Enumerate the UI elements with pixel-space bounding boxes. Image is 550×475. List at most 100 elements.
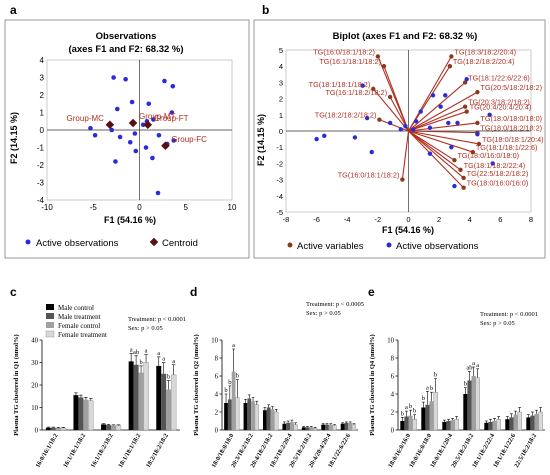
legend-c-male-control-swatch xyxy=(46,304,54,310)
bar xyxy=(530,415,535,430)
panel-a-subtitle: (axes F1 and F2: 68.32 %) xyxy=(68,44,183,55)
legend-c: Male control Male treatment Female contr… xyxy=(45,304,107,339)
y-tick-label: -4 xyxy=(37,196,45,205)
legend-c-male-treatment: Male treatment xyxy=(58,313,101,321)
observation-point xyxy=(123,76,128,82)
observation-point xyxy=(487,112,492,118)
bar xyxy=(446,421,451,430)
y-tick-label: 4 xyxy=(391,392,395,399)
observation-point xyxy=(438,104,443,109)
variable-label: TG(18:2/18:2/18:2) xyxy=(315,111,377,120)
observation-point xyxy=(322,133,327,139)
variable-vector xyxy=(408,56,452,132)
x-tick-label: 2 xyxy=(437,215,441,224)
variable-vector xyxy=(408,130,473,153)
x-tick-label: 6 xyxy=(498,215,502,224)
variable-point xyxy=(387,94,393,100)
variable-vector xyxy=(408,122,478,132)
y-tick-label: 8 xyxy=(391,356,395,363)
bar xyxy=(325,424,329,430)
variable-label: TG(18:0/18:0/18:0) xyxy=(480,114,542,123)
variable-point xyxy=(461,185,466,190)
x-tick-label: 16:1/18:1/18:2 xyxy=(62,433,87,470)
bar xyxy=(247,398,252,430)
variable-label: TG(20:3/18:2/18:2) xyxy=(468,98,530,107)
y-tick-label: 10 xyxy=(31,405,38,412)
observation-point xyxy=(464,76,469,82)
variable-label: TG(20:5/18:2/18:2) xyxy=(480,83,542,92)
variable-vector xyxy=(408,130,461,171)
bar xyxy=(73,395,79,430)
significance-letter: ab xyxy=(466,365,472,372)
variable-label: TG(22:5/18:2/18:2) xyxy=(467,169,529,178)
panel-a-frame xyxy=(4,19,250,259)
bar xyxy=(128,361,134,430)
bar xyxy=(55,427,61,430)
bar xyxy=(224,403,228,430)
variable-point xyxy=(371,86,376,92)
observation-point xyxy=(360,83,365,88)
y-tick-label: 1 xyxy=(40,109,45,118)
bar xyxy=(290,421,294,430)
bar xyxy=(505,419,510,430)
observation-point xyxy=(169,110,175,115)
observation-point xyxy=(387,120,393,126)
y-tick-label: 10 xyxy=(387,338,394,345)
y-tick-label: 4 xyxy=(40,56,45,65)
bar xyxy=(429,401,434,430)
bar xyxy=(538,411,543,431)
y-tick-label: 40 xyxy=(31,338,38,345)
variable-point xyxy=(475,89,480,95)
variable-vector xyxy=(408,130,464,179)
significance-letter: b xyxy=(422,395,425,402)
x-tick-label: 0 xyxy=(406,215,410,224)
observation-point xyxy=(111,75,116,80)
variable-point xyxy=(475,120,480,126)
bar xyxy=(412,419,417,431)
x-tick-label: -2 xyxy=(375,215,382,224)
bar xyxy=(340,423,345,430)
variable-point xyxy=(400,177,405,182)
bar xyxy=(496,419,501,431)
y-tick-label: 2 xyxy=(40,91,45,100)
variable-label: TG(18:2/18:2/20:4) xyxy=(453,57,515,66)
bar xyxy=(344,422,349,430)
bar xyxy=(262,410,267,430)
bar xyxy=(400,421,405,430)
y-tick-label: -2 xyxy=(276,159,283,168)
bar xyxy=(282,423,287,430)
y-tick-label: 4 xyxy=(279,62,283,71)
observation-point xyxy=(455,120,460,126)
bar xyxy=(509,417,514,430)
observation-point xyxy=(398,127,404,132)
observation-point xyxy=(446,120,451,126)
bar xyxy=(231,371,236,430)
observation-point xyxy=(146,101,152,107)
bar xyxy=(78,397,84,430)
observation-point xyxy=(369,149,374,155)
variable-label: TG(18:0/16:0/16:0) xyxy=(467,179,529,188)
bar xyxy=(243,403,248,430)
significance-letter: b xyxy=(236,373,239,380)
bar xyxy=(143,362,149,431)
legend-a-active-observations-marker xyxy=(25,239,31,245)
x-tick-label: -8 xyxy=(283,215,290,224)
variable-label: TG(18:1/18:1/22:6) xyxy=(476,143,538,152)
significance-letter: a xyxy=(130,347,133,354)
bar xyxy=(471,376,476,430)
bar xyxy=(425,404,430,430)
variable-vector xyxy=(408,130,455,161)
significance-letter: b xyxy=(224,387,227,394)
centroid-marker xyxy=(143,120,153,129)
significance-letter: a xyxy=(405,404,408,411)
significance-letter: b xyxy=(401,410,404,417)
bar xyxy=(166,389,172,430)
y-tick-label: 3 xyxy=(40,74,45,83)
legend-a-centroid: Centroid xyxy=(162,238,198,249)
bar xyxy=(270,409,275,430)
variable-label: TG(16:1/18:2/18:2) xyxy=(325,88,387,97)
panel-label-e: e xyxy=(368,285,375,299)
variable-vector xyxy=(408,111,467,132)
bar xyxy=(101,424,107,430)
significance-letter: a xyxy=(145,348,148,355)
